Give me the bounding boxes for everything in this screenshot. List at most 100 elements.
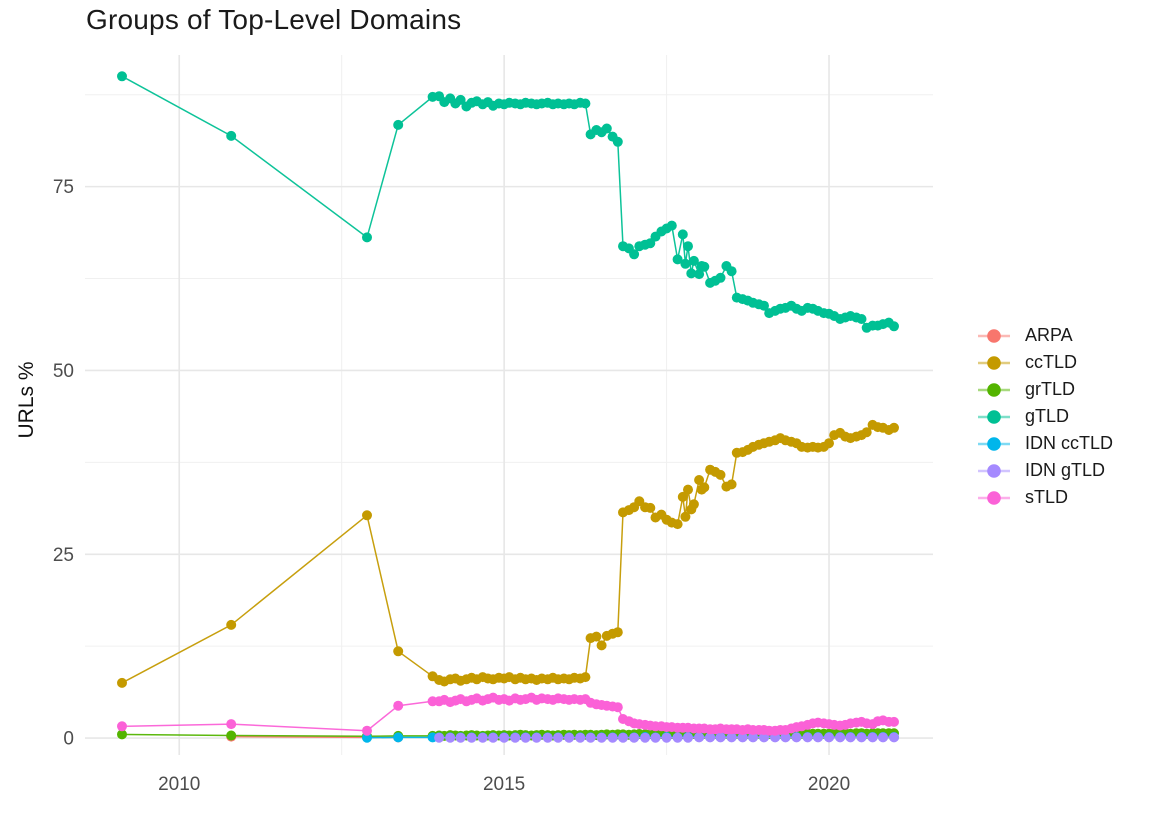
data-point-idn-gtld (575, 732, 586, 743)
data-point-idn-gtld (780, 732, 791, 743)
legend-item-cctld: ccTLD (976, 349, 1113, 376)
data-point-idn-gtld (856, 732, 867, 743)
data-point-gtld (393, 119, 404, 130)
data-point-gtld (699, 261, 710, 272)
legend-key-stld-icon (978, 490, 1010, 505)
legend-key-idn-gtld-icon (978, 463, 1010, 478)
minor-gridlines (85, 55, 933, 755)
series-stld (117, 692, 899, 736)
data-point-gtld (117, 71, 127, 82)
legend-key-idn-cctld-icon (978, 436, 1010, 451)
y-tick-label: 25 (53, 545, 74, 566)
y-tick-label: 0 (63, 729, 74, 750)
data-point-idn-gtld (466, 732, 477, 743)
data-point-cctld (362, 510, 372, 521)
data-point-idn-gtld (650, 732, 661, 743)
data-point-cctld (699, 482, 710, 493)
data-point-cctld (726, 479, 737, 490)
series-idn-gtld (434, 732, 899, 743)
data-point-idn-gtld (845, 732, 856, 743)
data-point-idn-gtld (596, 732, 607, 743)
data-point-idn-gtld (705, 732, 716, 743)
data-point-cctld (861, 427, 872, 438)
y-axis-tick-labels: 0 25 50 75 (53, 177, 74, 749)
data-point-cctld (672, 519, 683, 530)
data-point-idn-gtld (661, 732, 672, 743)
data-point-idn-gtld (813, 732, 823, 743)
legend-item-grtld: grTLD (976, 376, 1113, 403)
data-point-gtld (226, 130, 237, 141)
data-point-gtld (715, 272, 726, 283)
data-point-idn-gtld (499, 732, 510, 743)
data-point-idn-gtld (737, 732, 748, 743)
y-tick-label: 75 (53, 177, 74, 198)
data-point-idn-gtld (791, 732, 802, 743)
data-point-gtld (666, 220, 677, 231)
data-point-idn-gtld (488, 732, 499, 743)
data-point-gtld (726, 266, 737, 277)
major-gridlines (85, 55, 933, 755)
data-point-gtld (686, 268, 697, 279)
data-point-cctld (688, 499, 699, 510)
x-axis-tick-labels: 2010 2015 2020 (158, 774, 850, 795)
data-point-idn-gtld (542, 732, 553, 743)
legend-key-arpa-icon (978, 328, 1010, 343)
legend-key-cctld-icon (978, 355, 1010, 370)
data-point-cctld (694, 475, 705, 485)
data-point-cctld (580, 672, 591, 683)
data-point-cctld (226, 619, 237, 630)
data-point-stld (362, 725, 372, 736)
data-point-cctld (677, 491, 688, 502)
data-point-idn-gtld (455, 732, 466, 743)
data-point-idn-gtld (878, 732, 888, 743)
data-point-idn-gtld (867, 732, 878, 743)
data-point-idn-gtld (434, 732, 445, 743)
data-point-gtld (672, 254, 683, 265)
data-point-gtld (856, 314, 867, 324)
data-point-idn-gtld (607, 732, 618, 743)
x-tick-label: 2010 (158, 774, 200, 795)
data-point-idn-gtld (553, 732, 564, 743)
data-point-idn-cctld (362, 732, 372, 743)
data-point-idn-gtld (477, 732, 488, 743)
legend-label: IDN gTLD (1025, 460, 1106, 480)
data-point-gtld (694, 269, 705, 280)
x-tick-label: 2020 (808, 774, 850, 795)
data-point-gtld (683, 241, 693, 252)
data-point-gtld (889, 321, 899, 332)
data-point-gtld (455, 94, 466, 105)
data-point-gtld (601, 123, 612, 134)
data-point-idn-gtld (802, 732, 813, 743)
legend-item-idn-cctld: IDN ccTLD (976, 430, 1113, 457)
legend-item-arpa: ARPA (976, 322, 1113, 349)
data-point-gtld (629, 249, 640, 260)
data-point-stld (393, 700, 404, 711)
data-point-grtld (226, 730, 237, 741)
legend-label: IDN ccTLD (1025, 433, 1114, 453)
data-point-stld (889, 716, 899, 727)
data-point-idn-gtld (585, 732, 596, 743)
data-point-cctld (117, 677, 127, 688)
x-tick-label: 2015 (483, 774, 525, 795)
y-tick-label: 50 (53, 361, 74, 382)
data-point-idn-gtld (683, 732, 693, 743)
legend: ARPA ccTLD grTLD gTLD IDN ccTLD IDN gTLD sTLD (976, 322, 1113, 511)
data-point-idn-gtld (824, 732, 834, 743)
data-point-stld (612, 702, 623, 713)
data-point-idn-gtld (835, 732, 846, 743)
data-point-idn-gtld (445, 732, 456, 743)
data-point-cctld (824, 438, 834, 449)
chart-title: Groups of Top-Level Domains (86, 4, 462, 35)
data-point-idn-cctld (393, 732, 404, 743)
legend-item-stld: sTLD (976, 484, 1113, 511)
legend-label: gTLD (1025, 406, 1070, 426)
data-point-idn-gtld (889, 732, 899, 743)
data-point-idn-gtld (672, 732, 683, 743)
data-point-idn-gtld (618, 732, 628, 743)
legend-label: ccTLD (1025, 352, 1078, 372)
legend-label: sTLD (1025, 487, 1069, 507)
legend-label: ARPA (1025, 325, 1073, 345)
data-point-idn-gtld (640, 732, 651, 743)
